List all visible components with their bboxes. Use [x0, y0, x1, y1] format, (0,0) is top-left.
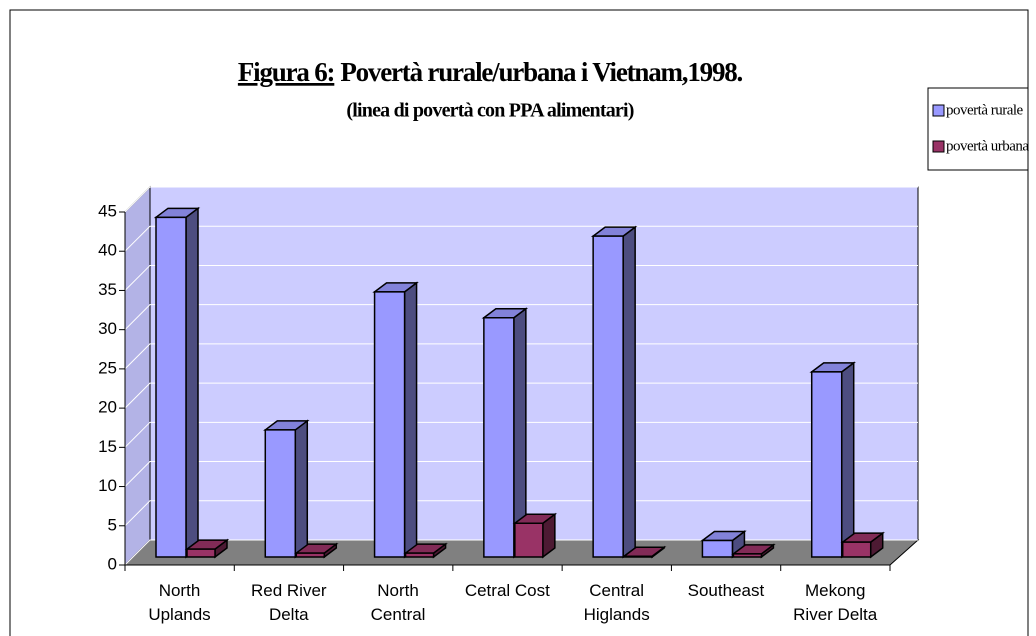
bar-front: [810, 371, 843, 558]
bar: [621, 545, 667, 559]
y-tick-label: 10: [98, 476, 117, 495]
chart-title: Figura 6: Povertà rurale/urbana i Vietnam…: [238, 57, 743, 87]
bar-front: [841, 541, 872, 558]
x-tick-label: Red River Delta: [250, 581, 327, 624]
y-tick-label: 20: [98, 398, 117, 417]
y-tick-label: 35: [98, 280, 117, 299]
bar: [512, 512, 558, 559]
grid-line: [124, 382, 918, 409]
legend-swatch: [932, 140, 945, 153]
y-tick-label: 5: [108, 515, 117, 534]
title-text: Povertà rurale/urbana i Vietnam,1998.: [340, 57, 742, 87]
bar-side: [403, 281, 418, 559]
x-tick-label: Cetral Cost: [464, 581, 550, 600]
x-tick-label: North Uplands: [148, 581, 211, 624]
bar: [294, 542, 339, 559]
bar-front: [623, 555, 653, 558]
y-tick-label: 40: [98, 241, 117, 260]
title-prefix: Figura 6:: [238, 57, 334, 87]
chart-subtitle: (linea di povertà con PPA alimentari): [346, 100, 633, 122]
x-tick-label: Central Higlands: [583, 581, 650, 624]
bar-front: [592, 235, 624, 558]
bar-side: [622, 225, 636, 559]
y-tick-label: 25: [98, 358, 117, 377]
bar-front: [483, 316, 515, 558]
grid-line: [124, 186, 918, 213]
grid-line: [124, 225, 918, 252]
grid-line: [124, 421, 918, 448]
x-tick-label: Southeast: [687, 581, 765, 600]
y-tick-label: 30: [98, 319, 117, 338]
bar: [809, 361, 856, 559]
bar-side: [294, 419, 309, 559]
bar: [590, 225, 638, 559]
legend-label: povertà urbana: [946, 138, 1029, 154]
bar-front: [186, 548, 216, 558]
bar: [184, 538, 230, 559]
bar-front: [373, 291, 406, 558]
bar-front: [514, 522, 544, 558]
bar-front: [264, 429, 297, 558]
bar-side: [840, 361, 855, 559]
bar-side: [185, 206, 199, 559]
x-tick-label: Mekong River Delta: [793, 581, 878, 624]
x-tick-label: North Central: [370, 581, 426, 624]
legend-box: [927, 87, 1029, 171]
grid-line: [124, 461, 918, 487]
grid-line: [124, 343, 918, 370]
bar-front: [404, 552, 435, 558]
bar: [153, 206, 201, 559]
side-wall: [124, 185, 151, 567]
bar-front: [155, 216, 187, 558]
bar: [403, 542, 448, 559]
grid-line: [124, 304, 918, 331]
bar: [481, 307, 529, 559]
bar: [731, 543, 776, 559]
y-tick-label: 45: [98, 201, 117, 220]
bar: [263, 419, 310, 559]
legend-swatch: [932, 104, 945, 117]
grid-line: [124, 264, 918, 291]
legend-label: povertà rurale: [946, 102, 1024, 118]
y-tick-label: 0: [108, 554, 117, 573]
bar-front: [732, 553, 763, 558]
bar: [840, 531, 885, 559]
bar-front: [295, 552, 326, 558]
grid-line: [124, 539, 918, 566]
y-tick-label: 15: [98, 437, 117, 456]
bar: [372, 281, 419, 559]
grid-line: [124, 500, 918, 527]
bar-front: [701, 539, 734, 558]
